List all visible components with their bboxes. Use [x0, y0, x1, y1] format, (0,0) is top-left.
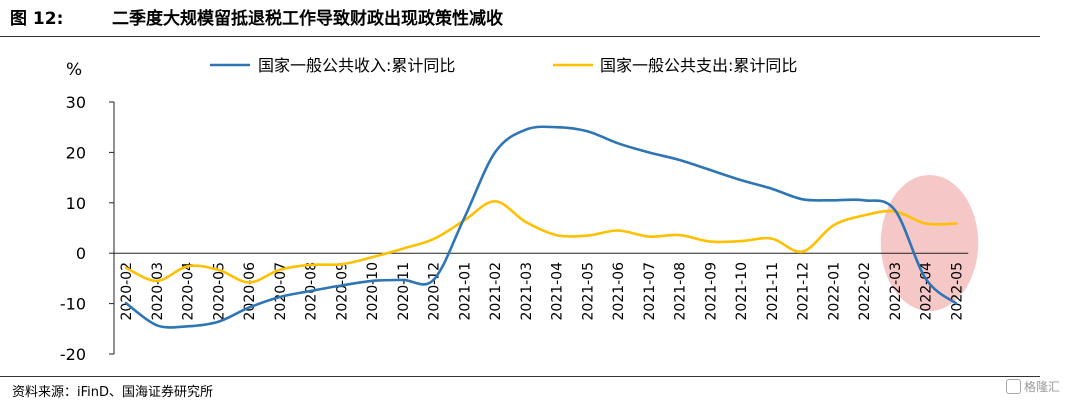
- x-tick-label: 2022-05: [949, 262, 965, 321]
- x-tick-label: 2020-09: [334, 262, 350, 321]
- x-tick-label: 2022-04: [919, 262, 935, 321]
- source-note: 资料来源：iFinD、国海证券研究所: [12, 385, 214, 400]
- x-tick-label: 2021-10: [734, 262, 750, 321]
- x-tick-label: 2020-05: [211, 262, 227, 321]
- x-tick-label: 2021-11: [765, 262, 781, 321]
- x-tick-label: 2021-05: [580, 262, 596, 321]
- y-tick-label: -10: [60, 295, 86, 314]
- figure-title: 图 12: 二季度大规模留抵退税工作导致财政出现政策性减收: [10, 4, 503, 34]
- x-tick-label: 2020-12: [427, 262, 443, 321]
- y-tick-label: 20: [66, 143, 86, 162]
- x-tick-label: 2021-03: [519, 262, 535, 321]
- x-tick-label: 2020-04: [181, 262, 197, 321]
- x-tick-label: 2020-07: [273, 262, 289, 321]
- x-tick-label: 2022-03: [888, 262, 904, 321]
- figure-number: 图 12:: [10, 9, 64, 29]
- x-tick-label: 2020-03: [150, 262, 166, 321]
- x-tick-label: 2021-08: [673, 262, 689, 321]
- x-tick-label: 2020-11: [396, 262, 412, 321]
- x-tick-label: 2020-10: [365, 262, 381, 321]
- x-tick-label: 2021-04: [550, 262, 566, 321]
- source-rule: [0, 376, 1040, 377]
- x-tick-label: 2021-07: [642, 262, 658, 321]
- x-tick-label: 2021-09: [703, 262, 719, 321]
- revenue-series-line: [124, 125, 958, 329]
- y-tick-label: 10: [66, 194, 86, 213]
- legend-item-revenue-label: 国家一般公共收入:累计同比: [258, 56, 455, 75]
- x-tick-label: 2022-02: [857, 262, 873, 321]
- highlight-ellipse: [880, 175, 979, 311]
- legend-item-expenditure-label: 国家一般公共支出:累计同比: [600, 56, 797, 75]
- expenditure-series-line: [124, 199, 958, 284]
- x-tick-label: 2021-12: [796, 262, 812, 321]
- figure-title-text: 二季度大规模留抵退税工作导致财政出现政策性减收: [112, 9, 503, 29]
- y-tick-label: -20: [60, 345, 86, 364]
- title-rule: [0, 36, 1040, 37]
- y-axis-unit-label: %: [66, 60, 82, 80]
- x-tick-label: 2022-01: [826, 262, 842, 321]
- watermark: 格隆汇: [1006, 378, 1060, 395]
- watermark-text: 格隆汇: [1024, 380, 1061, 394]
- y-tick-label: 30: [66, 93, 86, 112]
- y-tick-label: 0: [76, 244, 86, 263]
- x-tick-label: 2021-02: [488, 262, 504, 321]
- x-tick-label: 2020-06: [242, 262, 258, 321]
- watermark-logo-icon: [1006, 379, 1021, 394]
- x-tick-label: 2021-06: [611, 262, 627, 321]
- x-tick-label: 2021-01: [457, 262, 473, 321]
